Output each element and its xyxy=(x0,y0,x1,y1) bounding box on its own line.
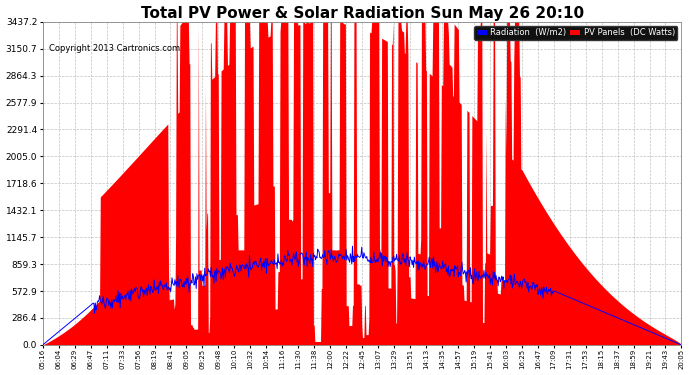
Legend: Radiation  (W/m2), PV Panels  (DC Watts): Radiation (W/m2), PV Panels (DC Watts) xyxy=(474,26,678,40)
Title: Total PV Power & Solar Radiation Sun May 26 20:10: Total PV Power & Solar Radiation Sun May… xyxy=(141,6,584,21)
Text: Copyright 2013 Cartronics.com: Copyright 2013 Cartronics.com xyxy=(49,44,180,53)
